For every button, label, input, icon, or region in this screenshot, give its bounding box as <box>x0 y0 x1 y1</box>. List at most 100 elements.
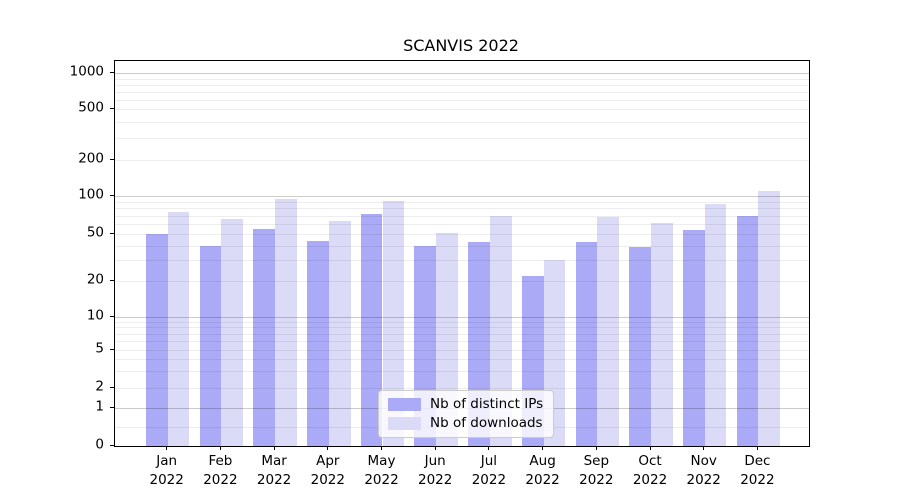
x-tick-month: Apr <box>316 453 340 469</box>
x-tick-mark-aug <box>542 446 544 450</box>
bar-downloads-feb <box>221 219 244 446</box>
gridline-minor-500 <box>115 109 809 111</box>
y-tick-mark-0 <box>110 445 114 446</box>
x-tick-month: Jun <box>424 453 446 469</box>
y-tick-mark-1000 <box>110 72 114 74</box>
x-tick-month: Nov <box>690 453 717 469</box>
gridline-minor-7 <box>115 333 809 335</box>
x-tick-mark-mar <box>273 446 275 450</box>
x-tick-year: 2022 <box>149 471 184 488</box>
x-tick-label-oct: Oct 2022 <box>618 452 682 490</box>
legend-label-distinct-ips: Nb of distinct IPs <box>430 396 544 412</box>
y-tick-mark-20 <box>110 280 114 281</box>
legend-label-downloads: Nb of downloads <box>430 414 543 431</box>
x-tick-mark-oct <box>649 446 651 450</box>
x-tick-month: Sep <box>583 453 610 469</box>
x-tick-month: Dec <box>744 453 771 469</box>
gridline-major-10 <box>115 316 809 318</box>
legend-item-downloads: Nb of downloads <box>388 414 543 431</box>
bar-distinct-ips-sep <box>575 242 598 446</box>
chart-title: SCANVIS 2022 <box>403 36 519 55</box>
x-tick-label-dec: Dec 2022 <box>725 452 789 490</box>
gridline-minor-60 <box>115 224 809 226</box>
x-tick-mark-feb <box>219 446 221 450</box>
gridline-minor-70 <box>115 215 809 217</box>
y-tick-label-5: 5 <box>95 340 104 357</box>
y-tick-label-50: 50 <box>86 224 104 241</box>
bar-downloads-jul <box>489 215 512 446</box>
x-tick-mark-apr <box>327 446 329 450</box>
x-tick-month: Oct <box>638 453 662 469</box>
gridline-minor-30 <box>115 260 809 262</box>
x-tick-mark-jun <box>434 446 436 450</box>
x-tick-year: 2022 <box>525 471 560 488</box>
x-tick-year: 2022 <box>740 471 775 488</box>
x-tick-year: 2022 <box>471 471 507 488</box>
gridline-minor-9 <box>115 321 809 323</box>
gridline-minor-40 <box>115 245 809 247</box>
bar-downloads-sep <box>597 217 620 446</box>
y-tick-label-0: 0 <box>95 436 104 453</box>
gridline-major-1000 <box>115 73 809 75</box>
gridline-minor-600 <box>115 99 809 101</box>
bar-distinct-ips-nov <box>682 230 705 446</box>
x-tick-month: Aug <box>529 453 556 469</box>
y-tick-mark-50 <box>110 233 114 235</box>
y-tick-mark-10 <box>110 315 114 317</box>
bar-downloads-apr <box>328 220 351 446</box>
x-tick-month: Jan <box>156 453 178 469</box>
x-tick-label-apr: Apr 2022 <box>296 452 360 490</box>
y-tick-mark-500 <box>110 108 114 110</box>
gridline-minor-6 <box>115 341 809 343</box>
y-tick-mark-200 <box>110 159 114 160</box>
x-tick-label-mar: Mar 2022 <box>242 452 306 490</box>
gridline-minor-700 <box>115 91 809 93</box>
gridline-minor-300 <box>115 137 809 139</box>
gridline-minor-90 <box>115 201 809 203</box>
x-tick-label-nov: Nov 2022 <box>672 452 736 490</box>
gridline-minor-200 <box>115 160 809 161</box>
x-tick-label-may: May 2022 <box>350 452 414 490</box>
y-tick-mark-1 <box>110 407 114 409</box>
y-tick-label-2: 2 <box>95 377 104 394</box>
gridline-major-100 <box>115 196 809 197</box>
legend-swatch-distinct-ips <box>388 398 421 412</box>
bar-distinct-ips-dec <box>736 215 759 446</box>
x-tick-label-jan: Jan 2022 <box>135 452 199 490</box>
y-tick-label-500: 500 <box>78 99 104 116</box>
bar-downloads-jan <box>167 211 190 446</box>
x-tick-year: 2022 <box>310 471 345 488</box>
bar-downloads-nov <box>704 204 727 446</box>
x-tick-mark-may <box>381 446 382 450</box>
gridline-minor-5 <box>115 350 809 351</box>
y-tick-mark-5 <box>110 349 114 350</box>
x-tick-mark-jul <box>488 446 490 450</box>
y-tick-label-100: 100 <box>78 186 104 203</box>
gridline-minor-80 <box>115 208 809 210</box>
bar-downloads-may <box>382 200 405 446</box>
x-tick-year: 2022 <box>686 471 721 488</box>
x-tick-label-sep: Sep 2022 <box>564 452 628 490</box>
gridline-minor-400 <box>115 121 809 123</box>
x-tick-year: 2022 <box>632 471 668 488</box>
bar-distinct-ips-feb <box>199 245 222 446</box>
x-tick-month: Feb <box>208 453 233 469</box>
bar-downloads-dec <box>758 191 781 446</box>
bar-downloads-mar <box>275 198 297 446</box>
gridline-minor-800 <box>115 84 809 86</box>
x-tick-year: 2022 <box>256 471 292 488</box>
x-tick-year: 2022 <box>579 471 614 488</box>
gridline-minor-2 <box>115 387 809 389</box>
x-tick-year: 2022 <box>418 471 453 488</box>
bar-downloads-oct <box>651 223 673 446</box>
x-tick-year: 2022 <box>364 471 399 488</box>
x-tick-mark-jan <box>166 446 168 450</box>
bar-distinct-ips-may <box>360 214 383 446</box>
gridline-minor-50 <box>115 234 809 236</box>
y-tick-mark-100 <box>110 195 114 196</box>
bar-distinct-ips-jan <box>145 234 168 446</box>
gridline-minor-4 <box>115 359 809 361</box>
x-tick-label-feb: Feb 2022 <box>188 452 252 490</box>
bar-distinct-ips-oct <box>629 247 651 446</box>
